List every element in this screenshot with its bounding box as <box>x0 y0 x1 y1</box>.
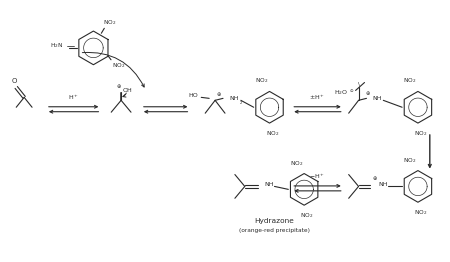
Text: HO: HO <box>189 93 198 98</box>
Text: NH: NH <box>229 96 239 101</box>
FancyArrowPatch shape <box>123 93 126 97</box>
Text: $\oplus$: $\oplus$ <box>116 83 122 90</box>
Text: Hydrazone: Hydrazone <box>255 218 294 224</box>
Text: H$_2$N: H$_2$N <box>50 41 63 50</box>
Text: NO$_2$: NO$_2$ <box>414 208 428 217</box>
Text: $\oplus$: $\oplus$ <box>216 90 222 99</box>
Text: \: \ <box>358 81 360 86</box>
Text: $\oplus$: $\oplus$ <box>365 89 371 97</box>
Text: $\pm$H$^+$: $\pm$H$^+$ <box>309 93 325 102</box>
Text: $_2$: $_2$ <box>239 100 243 107</box>
Text: NO$_2$: NO$_2$ <box>403 77 417 85</box>
FancyArrowPatch shape <box>82 52 144 87</box>
Text: $\oplus$: $\oplus$ <box>373 174 378 183</box>
Text: NO$_2$: NO$_2$ <box>104 18 117 27</box>
Text: NO$_2$: NO$_2$ <box>290 159 303 168</box>
Text: OH: OH <box>123 88 133 93</box>
Text: NH: NH <box>378 182 388 187</box>
Text: (orange-red precipitate): (orange-red precipitate) <box>239 228 310 233</box>
Text: NO$_2$: NO$_2$ <box>255 77 268 85</box>
Text: NO$_2$: NO$_2$ <box>403 156 417 165</box>
Text: NO$_2$: NO$_2$ <box>414 129 428 138</box>
Text: NH: NH <box>373 96 382 101</box>
Text: O: O <box>12 78 17 84</box>
Text: $-$H$^+$: $-$H$^+$ <box>309 172 325 181</box>
Text: NO$_2$: NO$_2$ <box>266 129 279 138</box>
Text: NH: NH <box>265 182 274 187</box>
Text: NO$_2$: NO$_2$ <box>112 61 125 70</box>
Text: $\odot$: $\odot$ <box>349 87 354 94</box>
Text: NO$_2$: NO$_2$ <box>301 211 314 220</box>
Text: H$^+$: H$^+$ <box>68 93 79 102</box>
Text: H$_2$O: H$_2$O <box>333 88 348 97</box>
